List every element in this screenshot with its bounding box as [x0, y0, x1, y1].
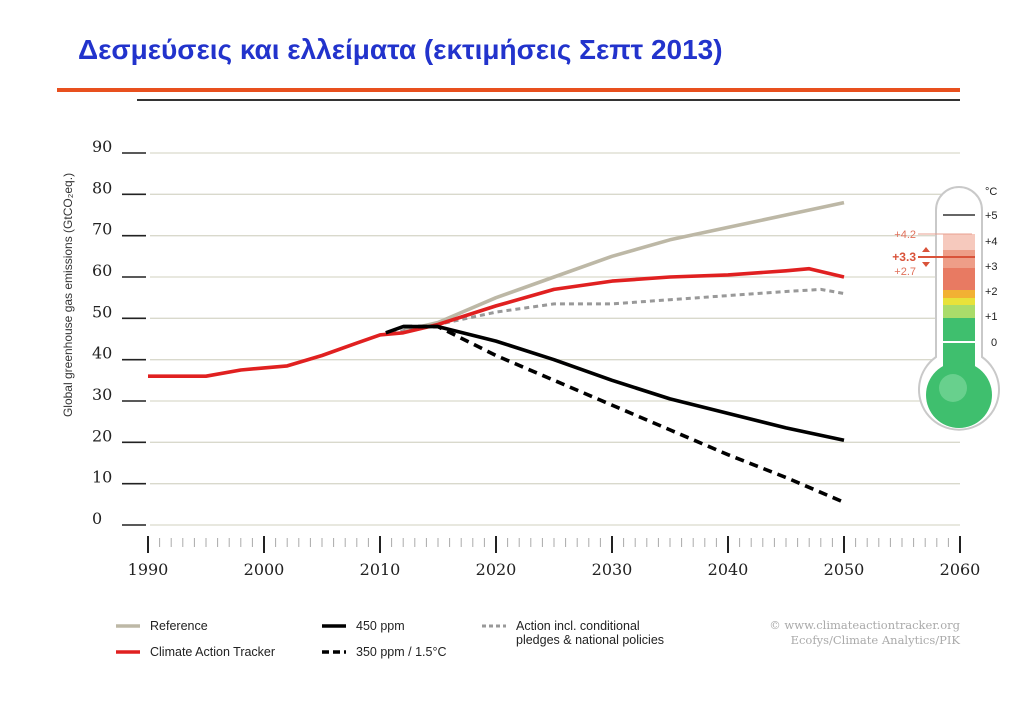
- thermo-scale-label: +4: [985, 236, 998, 248]
- legend-label: pledges & national policies: [516, 633, 664, 647]
- thermo-scale-label: +5: [985, 210, 998, 222]
- thermo-central-label: +3.3: [892, 250, 916, 264]
- series-reference: [402, 200, 845, 333]
- thermo-band-pink: [943, 234, 975, 250]
- y-tick-label: 50: [92, 302, 112, 321]
- legend-label: 350 ppm / 1.5°C: [356, 645, 446, 659]
- thermo-scale-label: 0: [991, 337, 997, 349]
- thermo-band-lime: [943, 305, 975, 318]
- legend-label: Action incl. conditional: [516, 619, 640, 633]
- y-axis-label: Global greenhouse gas emissions (GtCO₂eq…: [61, 173, 75, 417]
- x-tick-label: 2040: [708, 560, 749, 579]
- slide-title: Δεσμεύσεις και ελλείματα (εκτιμήσεις Σεπ…: [78, 34, 723, 65]
- y-tick-label: 10: [92, 468, 112, 487]
- y-tick-label: 90: [92, 137, 112, 156]
- x-tick-label: 2020: [476, 560, 517, 579]
- thermo-bulb-highlight: [939, 374, 967, 402]
- thermo-unit: °C: [985, 186, 997, 198]
- y-tick-label: 40: [92, 344, 112, 363]
- y-axis-ticks: 0 10 20 30 40 50 60 70 80 90: [92, 137, 146, 528]
- credit-line-2: Ecofys/Climate Analytics/PIK: [791, 633, 961, 647]
- thermo-down-arrow-icon: [922, 262, 930, 267]
- y-tick-label: 60: [92, 261, 112, 280]
- thermo-up-arrow-icon: [922, 247, 930, 252]
- series-lines: [148, 200, 845, 504]
- thermo-band-salmon: [943, 250, 975, 268]
- credit-line-1: © www.climateactiontracker.org: [769, 618, 960, 632]
- y-tick-label: 70: [92, 220, 112, 239]
- thermo-scale-label: +2: [985, 286, 998, 298]
- legend-label: Climate Action Tracker: [150, 645, 275, 659]
- series-action-incl-conditional-pledges-national-policies: [391, 287, 845, 335]
- thermo-upper-label: +4.2: [894, 229, 916, 241]
- legend: Reference Climate Action Tracker 450 ppm 35…: [116, 619, 664, 659]
- title-underline-dark: [137, 99, 960, 101]
- title-underline-red: [57, 88, 960, 92]
- x-tick-label: 1990: [128, 560, 169, 579]
- legend-label: 450 ppm: [356, 619, 405, 633]
- series-350-ppm-1-5-c: [403, 324, 845, 504]
- thermometer: °C +5 +4 +3 +2 +1 0 +4.2 +3.3 +2.7: [892, 186, 1000, 431]
- thermo-lower-label: +2.7: [894, 266, 916, 278]
- grid: [150, 152, 960, 526]
- y-tick-label: 80: [92, 178, 112, 197]
- thermo-band-yellow: [943, 298, 975, 305]
- x-tick-label: 2030: [592, 560, 633, 579]
- x-tick-label: 2000: [244, 560, 285, 579]
- x-tick-label: 2050: [824, 560, 865, 579]
- thermo-band-orange: [943, 290, 975, 298]
- thermo-scale-label: +3: [985, 261, 998, 273]
- thermo-band-red: [943, 268, 975, 290]
- x-axis: 1990 2000 2010 2020 2030 2040 2050 2060: [128, 536, 981, 579]
- y-tick-label: 0: [92, 509, 102, 528]
- y-tick-label: 20: [92, 426, 112, 445]
- x-tick-label: 2060: [940, 560, 981, 579]
- thermo-scale-label: +1: [985, 311, 998, 323]
- legend-label: Reference: [150, 619, 208, 633]
- y-tick-label: 30: [92, 385, 112, 404]
- x-tick-label: 2010: [360, 560, 401, 579]
- series-450-ppm: [385, 324, 845, 443]
- series-climate-action-tracker: [148, 266, 845, 379]
